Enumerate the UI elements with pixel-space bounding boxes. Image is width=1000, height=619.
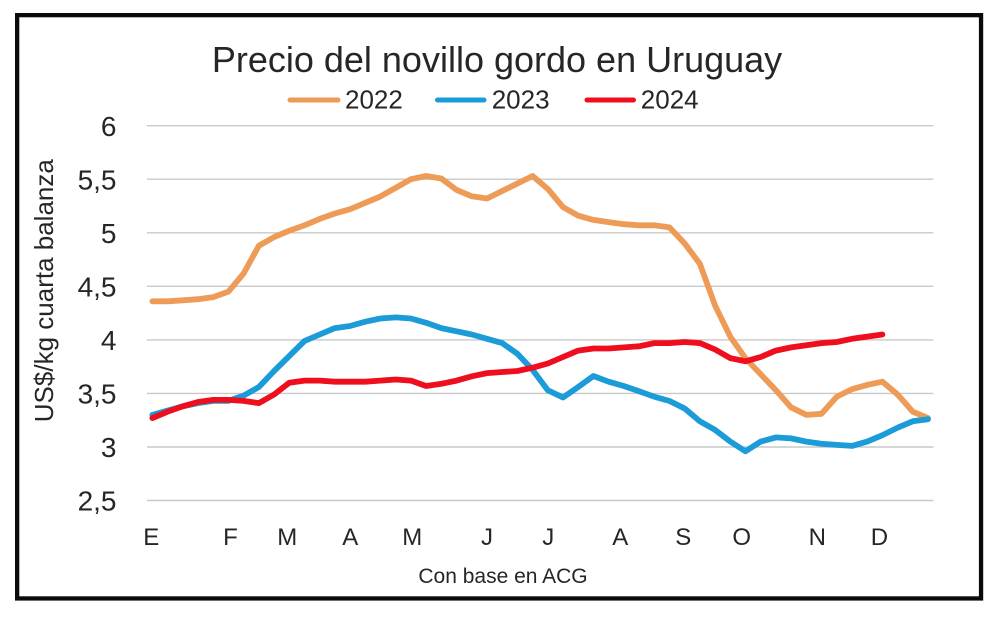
svg-text:3: 3: [101, 432, 117, 463]
svg-text:Con base en ACG: Con base en ACG: [418, 565, 587, 588]
svg-text:6: 6: [101, 111, 117, 142]
svg-text:5: 5: [101, 218, 117, 249]
svg-text:4,5: 4,5: [78, 272, 117, 303]
svg-text:D: D: [871, 524, 888, 551]
svg-text:E: E: [143, 524, 159, 551]
svg-text:F: F: [223, 524, 238, 551]
svg-text:M: M: [402, 524, 422, 551]
svg-text:2022: 2022: [345, 85, 403, 115]
svg-text:N: N: [809, 524, 826, 551]
svg-text:3,5: 3,5: [78, 379, 117, 410]
svg-text:2023: 2023: [492, 85, 550, 115]
svg-text:Precio del novillo gordo en Ur: Precio del novillo gordo en Uruguay: [212, 39, 782, 80]
svg-text:2024: 2024: [641, 85, 699, 115]
svg-text:2,5: 2,5: [78, 486, 117, 517]
svg-text:S: S: [675, 524, 691, 551]
svg-text:US$/kg cuarta balanza: US$/kg cuarta balanza: [29, 159, 59, 423]
svg-text:J: J: [542, 524, 554, 551]
svg-text:4: 4: [101, 325, 117, 356]
svg-text:5,5: 5,5: [78, 164, 117, 195]
svg-text:M: M: [277, 524, 297, 551]
svg-text:A: A: [342, 524, 358, 551]
svg-text:O: O: [732, 524, 751, 551]
svg-text:J: J: [481, 524, 493, 551]
svg-text:A: A: [612, 524, 628, 551]
